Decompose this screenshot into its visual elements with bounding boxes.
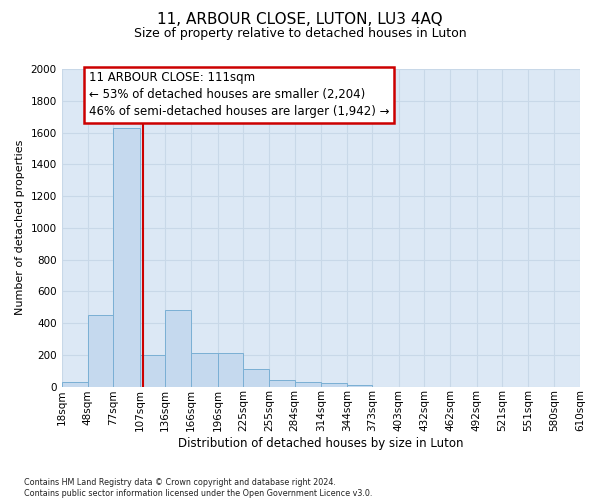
Text: Size of property relative to detached houses in Luton: Size of property relative to detached ho… [134,28,466,40]
Bar [62,382,88,386]
Bar [140,355,165,386]
Bar [165,310,191,386]
Bar [88,315,113,386]
Bar [243,369,269,386]
Bar [321,384,347,386]
X-axis label: Distribution of detached houses by size in Luton: Distribution of detached houses by size … [178,437,464,450]
Text: Contains HM Land Registry data © Crown copyright and database right 2024.
Contai: Contains HM Land Registry data © Crown c… [24,478,373,498]
Bar [347,385,373,386]
Text: 11 ARBOUR CLOSE: 111sqm
← 53% of detached houses are smaller (2,204)
46% of semi: 11 ARBOUR CLOSE: 111sqm ← 53% of detache… [89,72,389,118]
Bar [218,353,243,386]
Bar [269,380,295,386]
Y-axis label: Number of detached properties: Number of detached properties [15,140,25,316]
Bar [295,382,321,386]
Bar [113,128,140,386]
Text: 11, ARBOUR CLOSE, LUTON, LU3 4AQ: 11, ARBOUR CLOSE, LUTON, LU3 4AQ [157,12,443,28]
Bar [191,353,218,386]
